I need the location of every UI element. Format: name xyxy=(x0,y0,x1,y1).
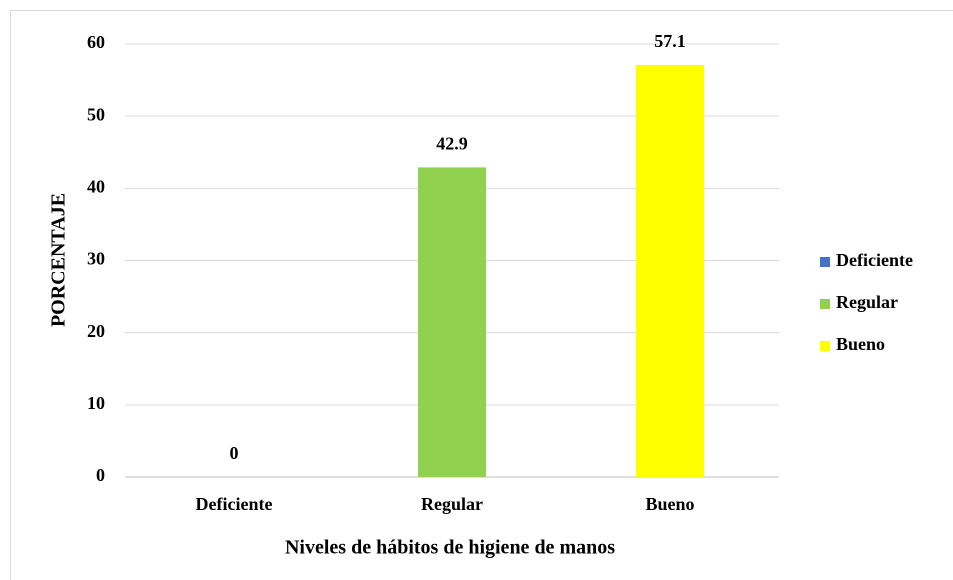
legend-swatch xyxy=(820,341,830,351)
chart-border xyxy=(10,10,953,580)
x-tick-label: Regular xyxy=(421,494,483,514)
x-tick-label: Deficiente xyxy=(196,494,273,514)
x-axis-title: Niveles de hábitos de higiene de manos xyxy=(285,537,615,559)
y-tick-label: 0 xyxy=(96,465,105,485)
data-label: 0 xyxy=(230,443,239,463)
data-label: 57.1 xyxy=(654,31,686,51)
legend-label: Regular xyxy=(836,292,898,312)
legend-swatch xyxy=(820,299,830,309)
bar xyxy=(418,167,486,477)
bar xyxy=(636,64,704,477)
y-tick-label: 50 xyxy=(87,104,105,124)
legend-label: Bueno xyxy=(836,334,885,354)
y-tick-label: 60 xyxy=(87,32,105,52)
x-tick-label: Bueno xyxy=(645,494,694,514)
legend-label: Deficiente xyxy=(836,250,913,270)
y-tick-label: 10 xyxy=(87,393,105,413)
y-tick-label: 40 xyxy=(87,176,105,196)
legend-swatch xyxy=(820,257,830,267)
data-label: 42.9 xyxy=(436,134,468,154)
y-tick-label: 30 xyxy=(87,249,105,269)
y-axis-title: PORCENTAJE xyxy=(48,193,70,327)
y-tick-label: 20 xyxy=(87,321,105,341)
